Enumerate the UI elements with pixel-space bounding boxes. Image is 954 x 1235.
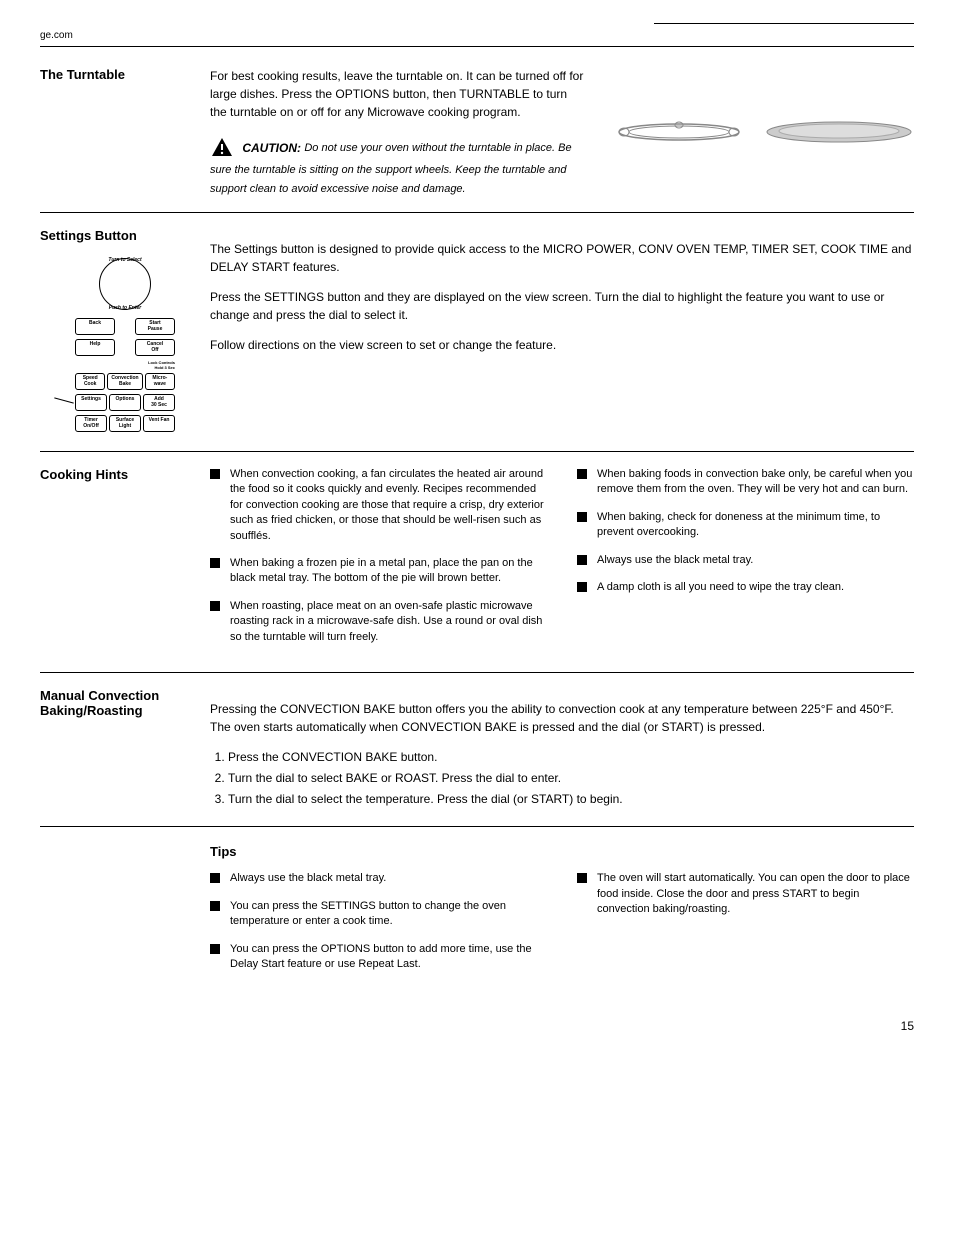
start-button: Start Pause [135,318,175,335]
bullet-icon [577,469,587,479]
turntable-heading: The Turntable [40,67,210,197]
tips-section: Tips Always use the black metal tray. Yo… [40,842,914,999]
manual-body: Pressing the CONVECTION BAKE button offe… [210,700,914,736]
settings-p1: The Settings button is designed to provi… [210,240,914,276]
manual-convection-section: Manual Convection Baking/Roasting Pressi… [40,688,914,827]
timer-button: Timer On/Off [75,415,107,432]
cancel-button: Cancel Off [135,339,175,356]
turntable-plate-icon [764,120,914,145]
micro-button: Micro- wave [145,373,175,390]
bullet-icon [210,944,220,954]
turntable-ring-icon [614,117,744,147]
header-rule [654,23,914,29]
tip-text: You can press the OPTIONS button to add … [230,942,547,973]
help-button: Help [75,339,115,356]
light-button: Surface Light [109,415,141,432]
speed-button: Speed Cook [75,373,105,390]
hint-text: When baking foods in convection bake onl… [597,467,914,498]
turntable-body: For best cooking results, leave the turn… [210,67,584,121]
page-header: ge.com [40,30,914,47]
fan-button: Vent Fan [143,415,175,432]
conv-button: Convection Bake [107,373,142,390]
header-url: ge.com [40,30,73,41]
hint-text: When roasting, place meat on an oven-saf… [230,599,547,645]
cooking-hints-section: Cooking Hints When convection cooking, a… [40,467,914,673]
bullet-icon [210,601,220,611]
bullet-icon [577,512,587,522]
turntable-images [614,67,914,197]
bullet-icon [210,558,220,568]
tips-heading: Tips [210,842,914,862]
settings-section: Settings Button Turn to Select Push to E… [40,228,914,452]
settings-button: Settings [75,394,107,411]
step-2: Turn the dial to select BAKE or ROAST. P… [228,769,914,787]
back-button: Back [75,318,115,335]
caution-label: CAUTION: [242,141,301,155]
hint-text: A damp cloth is all you need to wipe the… [597,580,844,595]
bullet-icon [210,469,220,479]
options-button: Options [109,394,141,411]
step-1: Press the CONVECTION BAKE button. [228,748,914,766]
tip-text: You can press the SETTINGS button to cha… [230,899,547,930]
step-3: Turn the dial to select the temperature.… [228,790,914,808]
dial-icon: Turn to Select Push to Enter [99,258,151,310]
hint-text: When baking, check for doneness at the m… [597,510,914,541]
bullet-icon [577,873,587,883]
settings-p2: Press the SETTINGS button and they are d… [210,288,914,324]
settings-p3: Follow directions on the view screen to … [210,336,914,354]
page-number: 15 [40,1019,914,1033]
tip-text: Always use the black metal tray. [230,871,386,886]
settings-heading: Settings Button [40,228,210,243]
lock-text: Lock Controls Hold 3 Sec [75,360,175,370]
hint-text: When baking a frozen pie in a metal pan,… [230,556,547,587]
add30-button: Add 30 Sec [143,394,175,411]
hint-text: Always use the black metal tray. [597,553,753,568]
bullet-icon [210,873,220,883]
turntable-section: The Turntable For best cooking results, … [40,67,914,213]
tip-text: The oven will start automatically. You c… [597,871,914,917]
bullet-icon [210,901,220,911]
manual-heading: Manual Convection Baking/Roasting [40,688,210,811]
bullet-icon [577,582,587,592]
bullet-icon [577,555,587,565]
warning-icon [210,136,234,160]
control-panel-diagram: Turn to Select Push to Enter Back Start … [75,258,175,432]
hint-text: When convection cooking, a fan circulate… [230,467,547,544]
cooking-hints-heading: Cooking Hints [40,467,210,657]
